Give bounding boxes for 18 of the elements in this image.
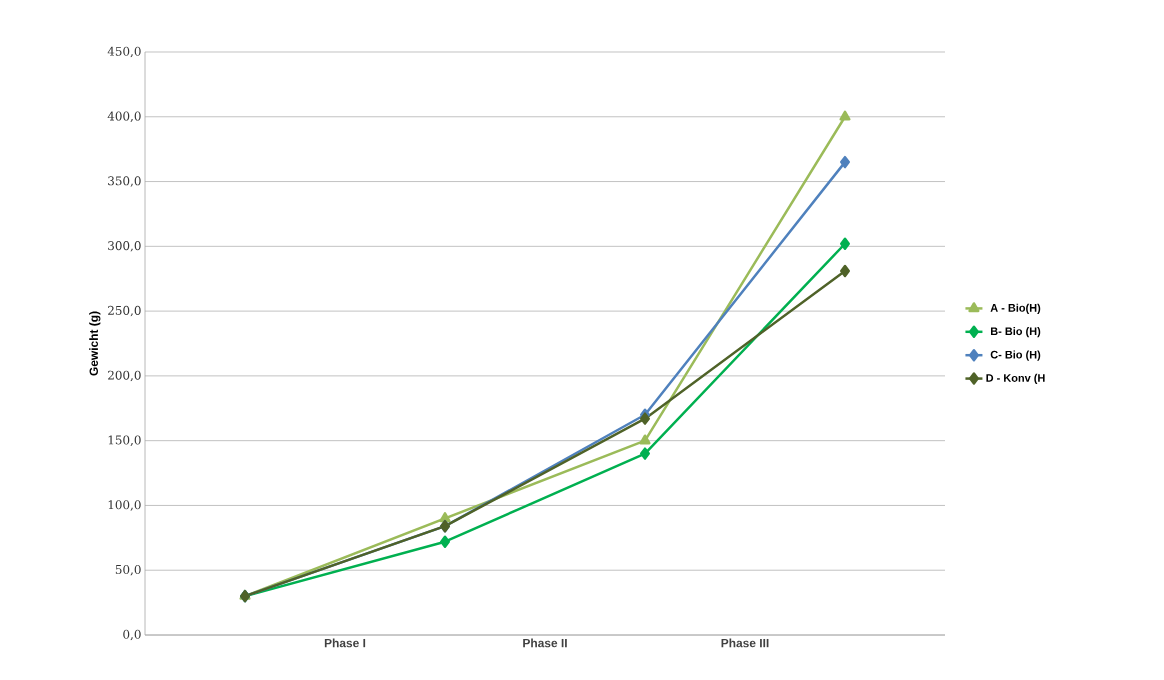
legend-label: B- Bio (H)	[990, 327, 1041, 338]
y-tick-label: 100,0	[108, 500, 141, 511]
y-tick-label: 200,0	[108, 370, 141, 382]
y-tick-label: 50,0	[115, 564, 141, 576]
legend-label: A - Bio(H)	[990, 303, 1041, 314]
y-axis-title: Gewicht (g)	[89, 311, 101, 376]
y-tick-label: 300,0	[108, 241, 141, 252]
y-tick-label: 350,0	[108, 176, 141, 187]
x-tick-label: Phase II	[523, 638, 567, 648]
y-tick-label: 0,0	[123, 629, 141, 641]
y-tick-label: 400,0	[107, 111, 141, 123]
y-tick-label: 250,0	[108, 305, 141, 317]
legend-label: C- Bio (H)	[990, 350, 1041, 361]
y-tick-label: 450,0	[107, 46, 141, 58]
legend-label: D - Konv (H	[986, 373, 1045, 385]
x-tick-label: Phase I	[324, 638, 366, 648]
x-tick-label: Phase III	[721, 638, 769, 648]
y-tick-label: 150,0	[108, 435, 141, 446]
